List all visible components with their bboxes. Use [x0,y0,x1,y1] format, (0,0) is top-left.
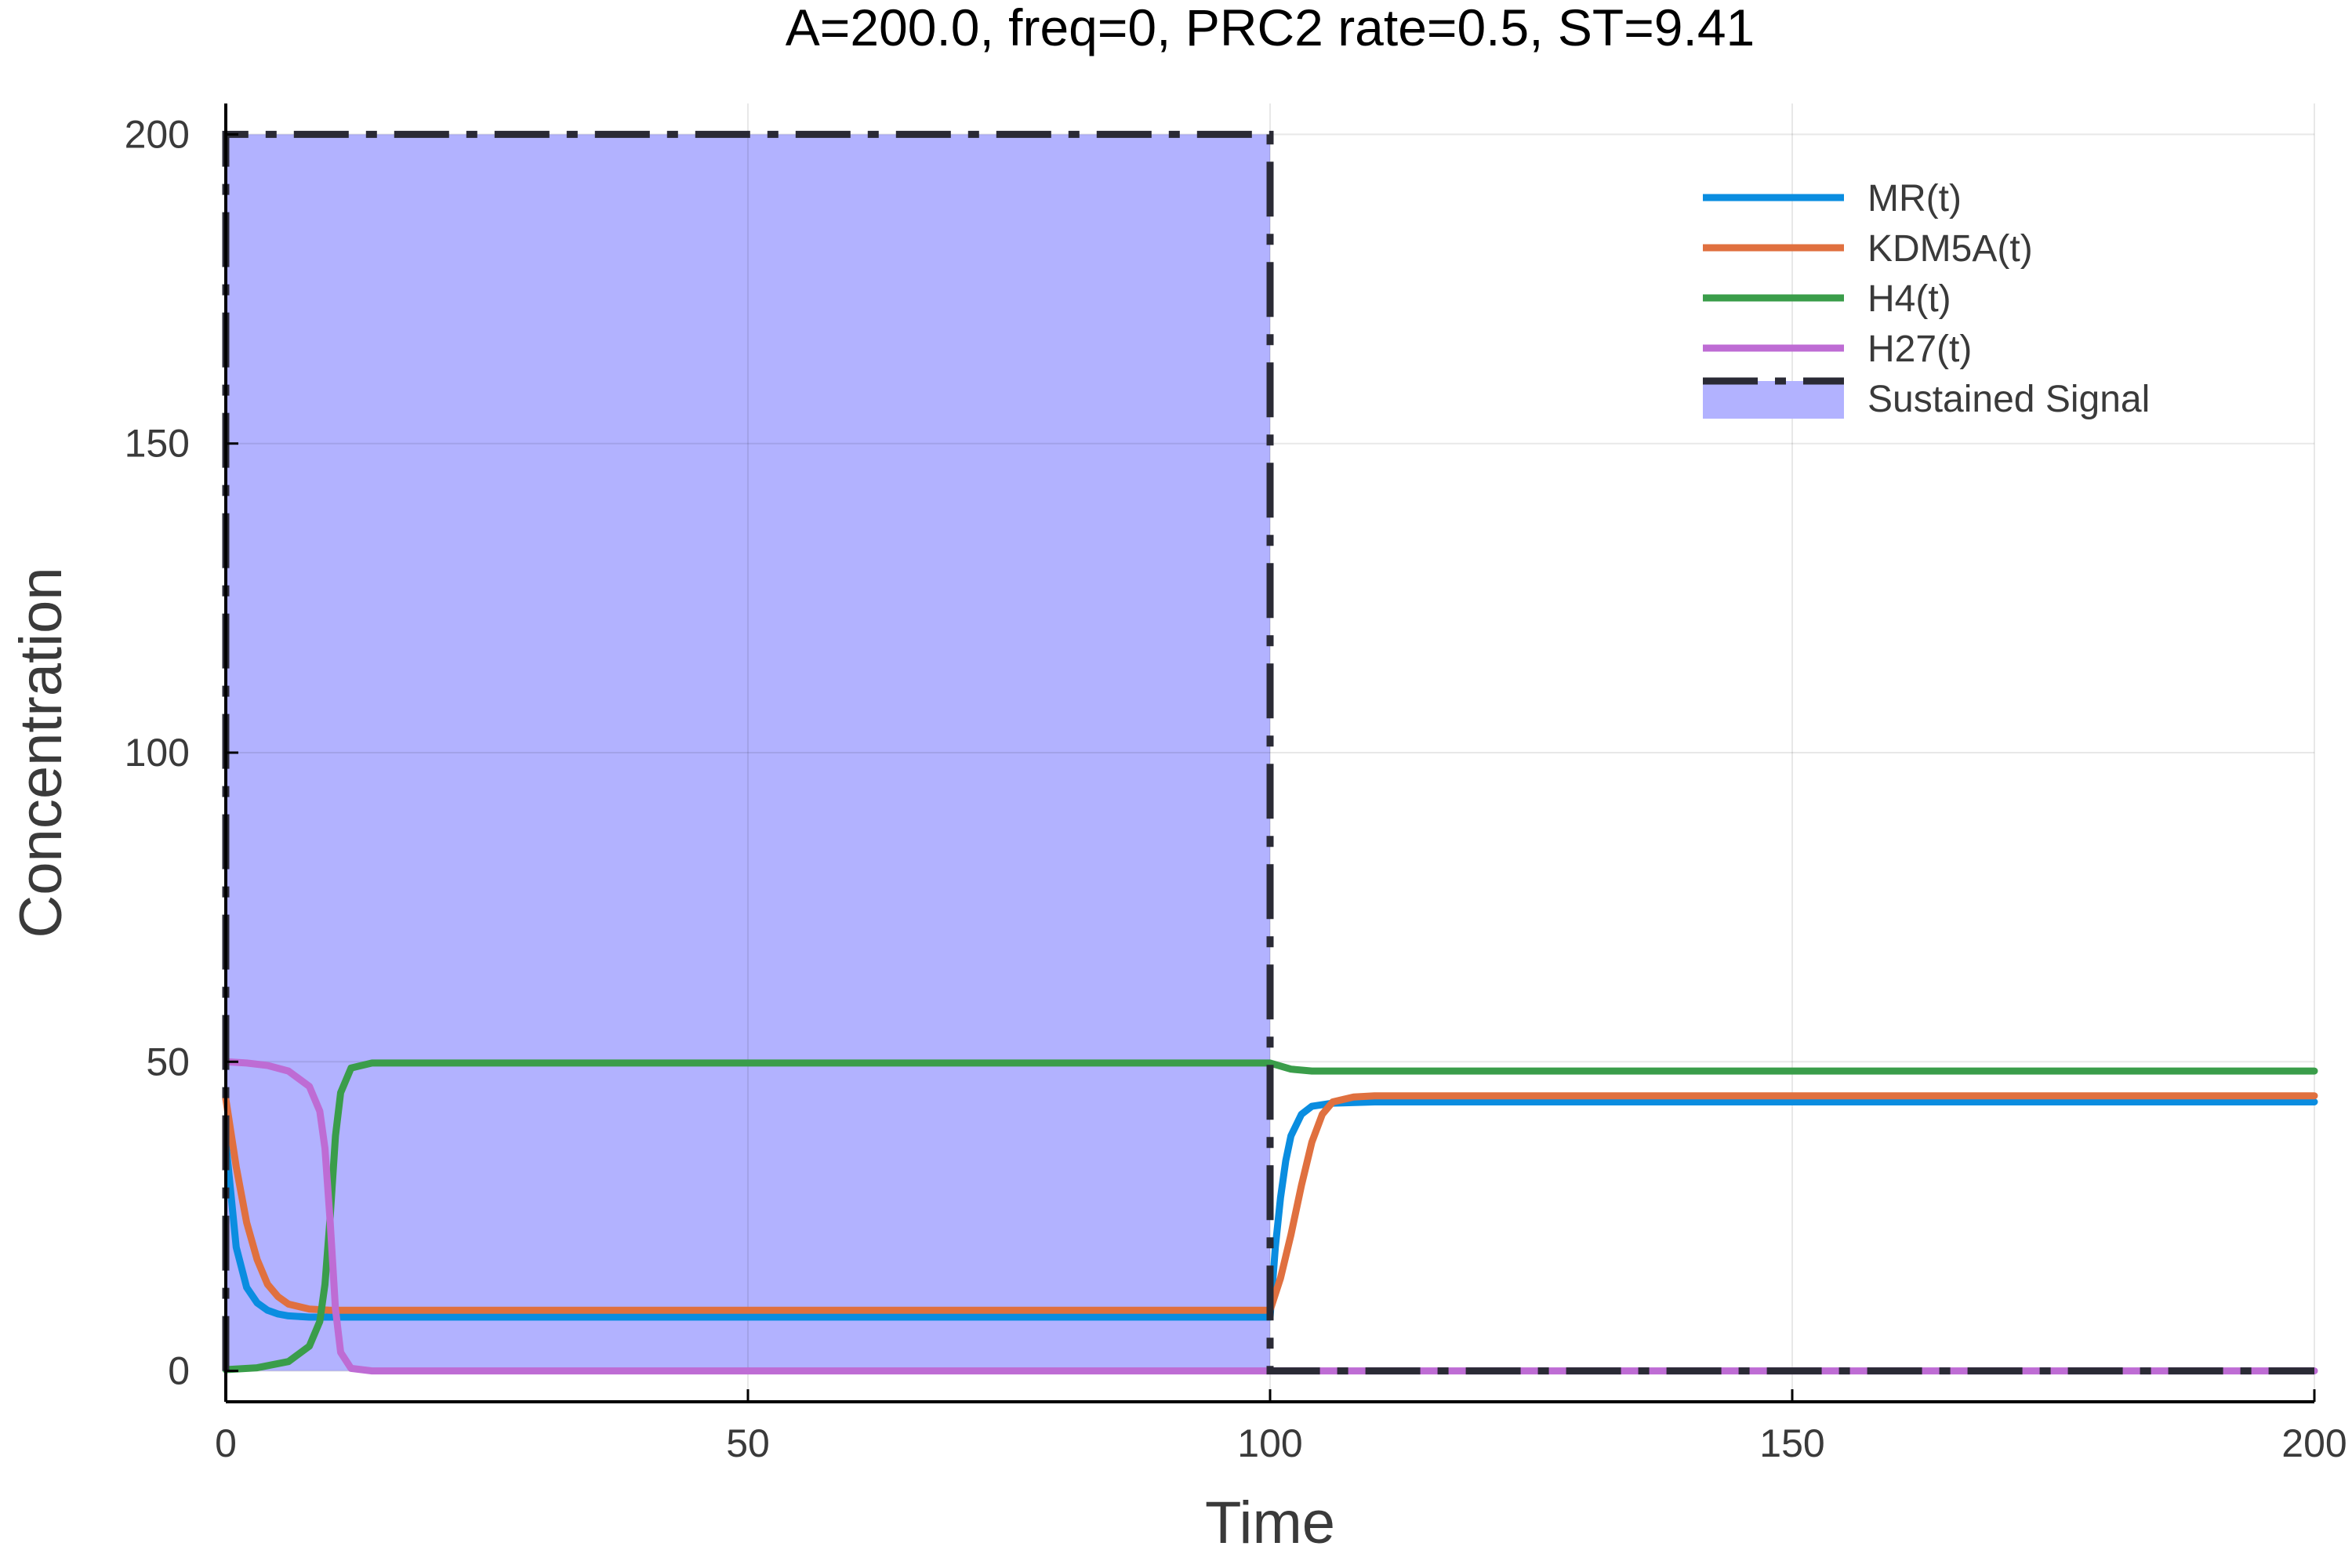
legend-swatch-sustained-signal [1703,381,1844,419]
legend-label: MR(t) [1867,178,1962,220]
x-tick-label: 150 [1759,1421,1824,1465]
y-tick-label: 200 [125,112,190,156]
y-tick-label: 50 [146,1040,190,1083]
y-axis-label: Concentration [8,567,74,938]
legend-label: H4(t) [1867,278,1951,320]
x-tick-label: 100 [1237,1421,1302,1465]
series-kdm5a-t-line [222,1092,2318,1314]
x-axis-label: Time [1205,1490,1335,1556]
series-h4-t-line [222,1059,2318,1374]
sustained-signal-area [226,134,1270,1371]
y-tick-label: 150 [125,422,190,466]
y-tick-label: 0 [168,1349,190,1393]
legend-label: Sustained Signal [1867,379,2150,420]
x-tick-label: 50 [726,1421,770,1465]
legend-label: KDM5A(t) [1867,228,2033,270]
legend: MR(t) KDM5A(t) H4(t) H27(t) Sustained Signal [1703,178,2150,420]
legend-label: H27(t) [1867,328,1972,370]
chart-title: A=200.0, freq=0, PRC2 rate=0.5, ST=9.41 [786,0,1755,56]
series-h27-t-line [222,1058,2318,1375]
y-tick-label: 100 [125,731,190,775]
x-tick-label: 200 [2281,1421,2347,1465]
x-tick-label: 0 [215,1421,237,1465]
ticks-layer: 0 50 100 150 200 0 50 100 150 200 [125,112,2347,1465]
signal-layer [226,134,1270,1371]
